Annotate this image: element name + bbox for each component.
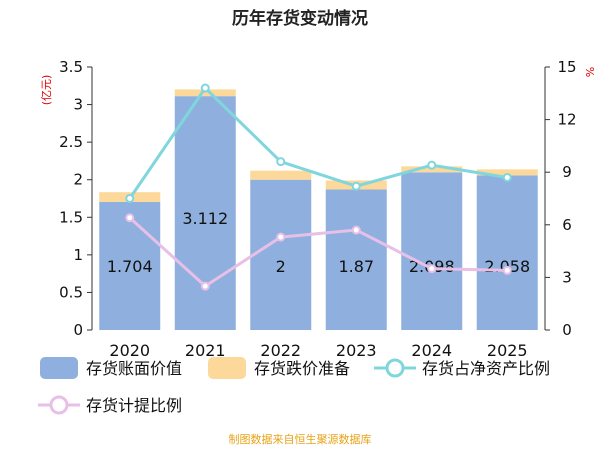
x-tick-label: 2021 (185, 341, 226, 360)
bar-book-value (99, 201, 161, 330)
bar-book-value (401, 172, 463, 330)
left-tick-label: 1.5 (59, 208, 83, 226)
x-tick-label: 2025 (487, 341, 528, 360)
legend-label: 存货账面价值 (86, 359, 182, 378)
legend-swatch (40, 357, 78, 379)
bar-data-label: 1.87 (338, 257, 374, 276)
line-provision-ratio (128, 216, 508, 289)
left-tick-label: 2.5 (59, 133, 83, 151)
x-tick-label: 2023 (336, 341, 377, 360)
x-tick-label: 2020 (109, 341, 150, 360)
bar-book-value (250, 179, 312, 330)
left-tick-label: 0 (73, 321, 83, 339)
point-net-asset-ratio (351, 181, 361, 191)
plot-area: 0 0.5 1 1.5 2 2.5 3 3.5 0 3 6 9 12 15 1.704 2020 3.112 20… (59, 58, 576, 360)
right-axis-unit: % (584, 67, 597, 77)
left-tick-label: 3.5 (59, 58, 83, 76)
bar-impairment (250, 170, 312, 180)
point-provision-ratio (200, 281, 210, 291)
legend-label: 存货计提比例 (86, 396, 182, 415)
footer-source: 制图数据来自恒生聚源数据库 (229, 432, 372, 446)
bar-data-label: 3.112 (182, 209, 228, 228)
legend-marker (49, 395, 69, 415)
right-tick-label: 12 (557, 111, 576, 129)
right-tick-label: 3 (562, 268, 572, 286)
left-tick-label: 1 (73, 246, 83, 264)
bar-data-label: 2 (276, 257, 286, 276)
legend-label: 存货跌价准备 (254, 359, 350, 378)
bar-impairment (476, 169, 538, 176)
point-provision-ratio (427, 264, 437, 274)
point-provision-ratio (125, 213, 135, 223)
left-tick-label: 0.5 (59, 283, 83, 301)
point-provision-ratio (276, 232, 286, 242)
right-tick-label: 0 (562, 321, 572, 339)
right-tick-label: 15 (557, 58, 576, 76)
point-net-asset-ratio (276, 157, 286, 167)
x-tick-label: 2024 (411, 341, 452, 360)
x-tick-label: 2022 (260, 341, 301, 360)
legend-swatch (208, 357, 246, 379)
bar-impairment (174, 89, 236, 97)
left-tick-label: 3 (73, 96, 83, 114)
legend-label: 存货占净资产比例 (422, 359, 550, 378)
right-tick-label: 6 (562, 216, 572, 234)
right-tick-label: 9 (562, 163, 572, 181)
bar-book-value (174, 96, 236, 330)
point-net-asset-ratio (427, 160, 437, 170)
legend-marker (385, 358, 405, 378)
point-net-asset-ratio (200, 83, 210, 93)
left-tick-label: 2 (73, 171, 83, 189)
bar-book-value (325, 189, 387, 330)
bar-book-value (476, 175, 538, 330)
point-net-asset-ratio (502, 172, 512, 182)
chart-title: 历年存货变动情况 (232, 8, 368, 29)
point-provision-ratio (351, 225, 361, 235)
line-net-asset-ratio (128, 85, 508, 200)
point-net-asset-ratio (125, 194, 135, 203)
bar-data-label: 1.704 (107, 257, 153, 276)
left-axis-unit: (亿元) (40, 75, 53, 106)
point-provision-ratio (502, 265, 512, 275)
